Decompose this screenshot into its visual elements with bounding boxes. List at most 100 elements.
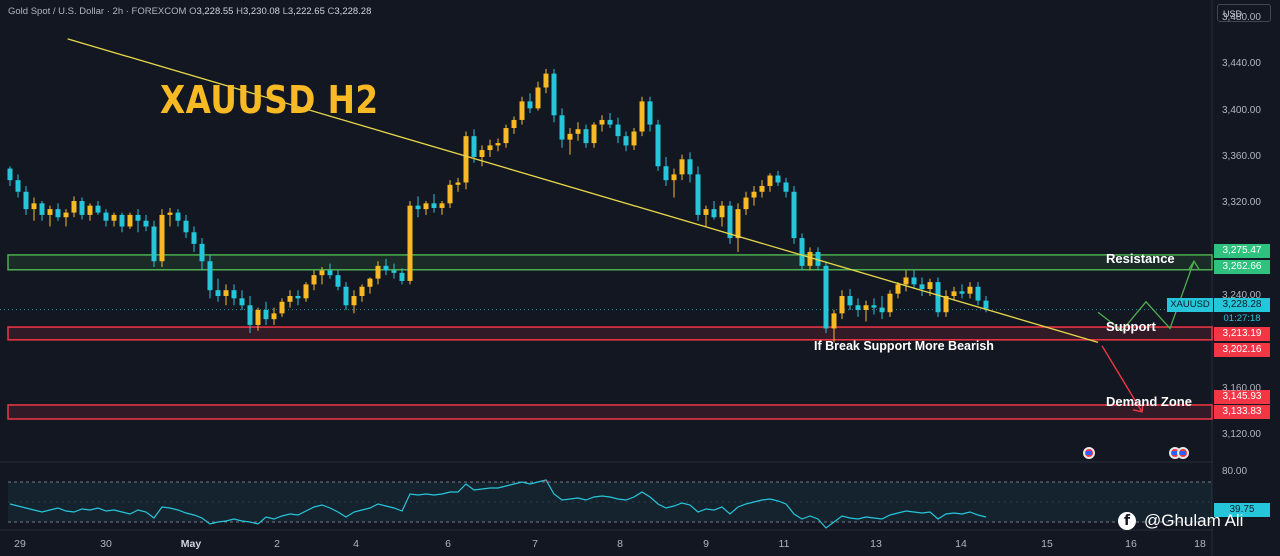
resistance-label: Resistance	[1106, 251, 1175, 266]
candle-body	[871, 305, 877, 308]
candle-body	[695, 174, 701, 215]
candle-body	[359, 286, 365, 296]
candle-body	[199, 243, 205, 262]
x-tick-label: 4	[353, 538, 359, 550]
candle-body	[7, 168, 13, 181]
candle-body	[823, 265, 829, 329]
candle-body	[783, 182, 789, 192]
support-label: Support	[1106, 319, 1156, 334]
candle-body	[951, 291, 957, 296]
candle-body	[423, 203, 429, 210]
rsi-line	[9, 479, 987, 529]
chart-header: Gold Spot / U.S. Dollar · 2h · FOREXCOM …	[8, 6, 371, 17]
x-tick-label: 30	[100, 538, 112, 550]
candle-body	[223, 290, 229, 296]
candle-body	[943, 296, 949, 313]
bearish-arrowhead	[1132, 402, 1144, 413]
support-bottom-tag: 3,202.16	[1214, 343, 1270, 357]
resistance-top-tag: 3,275.47	[1214, 244, 1270, 258]
demand-top-tag: 3,145.93	[1214, 390, 1270, 404]
candle-body	[207, 261, 213, 291]
last-price-tag: 3,228.28	[1214, 298, 1270, 312]
candle-body	[479, 150, 485, 157]
candle-body	[743, 197, 749, 210]
y-tick-label: 3,320.00	[1222, 197, 1261, 209]
candle-body	[887, 293, 893, 313]
candle-body	[567, 133, 573, 140]
candle-body	[647, 101, 653, 125]
low-label: L	[282, 6, 288, 17]
candle-body	[191, 232, 197, 244]
candle-body	[735, 209, 741, 239]
y-tick-label: 3,440.00	[1222, 58, 1261, 70]
candle-body	[895, 284, 901, 294]
candle-body	[247, 305, 253, 325]
candle-body	[111, 214, 117, 221]
symbol-line: Gold Spot / U.S. Dollar · 2h · FOREXCOM	[8, 6, 187, 17]
candle-body	[559, 115, 565, 140]
candle-body	[799, 238, 805, 266]
candle-body	[215, 290, 221, 296]
candle-body	[583, 129, 589, 144]
candle-body	[135, 214, 141, 221]
resistance-zone	[7, 254, 1213, 271]
support-top-tag: 3,213.19	[1214, 327, 1270, 341]
candle-body	[231, 290, 237, 299]
candle-body	[935, 282, 941, 313]
y-tick-label: 3,480.00	[1222, 12, 1261, 23]
candle-body	[751, 191, 757, 198]
candles	[7, 68, 989, 343]
candle-body	[87, 205, 93, 215]
watermark-text: @Ghulam Ali	[1144, 511, 1244, 530]
support-zone	[7, 326, 1213, 341]
candle-body	[527, 101, 533, 109]
y-tick-label: 3,400.00	[1222, 104, 1261, 116]
x-tick-label: 29	[14, 538, 26, 550]
demand-zone-label: Demand Zone	[1106, 394, 1192, 409]
candle-body	[431, 203, 437, 208]
symbol-tag: XAUUSD	[1167, 298, 1213, 312]
open-value: 3,228.55	[196, 6, 234, 17]
candle-body	[927, 282, 933, 290]
y-tick-label: 3,360.00	[1222, 151, 1261, 162]
candle-body	[415, 205, 421, 210]
us-flag-event-icon[interactable]	[1177, 447, 1189, 459]
x-tick-label: 18	[1194, 538, 1206, 550]
candle-body	[663, 166, 669, 181]
candle-body	[911, 277, 917, 285]
candle-body	[879, 307, 885, 313]
candle-body	[343, 286, 349, 306]
candle-body	[919, 284, 925, 290]
x-tick-label: 7	[532, 538, 538, 550]
candle-body	[287, 296, 293, 302]
candle-body	[543, 73, 549, 88]
candle-body	[631, 131, 637, 146]
x-tick-label: 9	[703, 538, 709, 550]
candle-body	[295, 296, 301, 299]
candle-body	[39, 203, 45, 215]
candle-body	[839, 296, 845, 314]
candle-body	[623, 136, 629, 146]
candle-body	[239, 298, 245, 306]
candle-body	[791, 191, 797, 239]
candle-body	[767, 175, 773, 186]
candle-body	[15, 180, 21, 192]
break-support-note: If Break Support More Bearish	[814, 339, 994, 353]
demand-bottom-tag: 3,133.83	[1214, 405, 1270, 419]
x-tick-label: 16	[1125, 538, 1137, 550]
low-value: 3,222.65	[287, 6, 325, 17]
candle-body	[711, 209, 717, 218]
candle-body	[615, 124, 621, 137]
trend-line	[67, 38, 1099, 343]
currency-button[interactable]: USD	[1217, 4, 1271, 22]
us-flag-event-icon[interactable]	[1083, 447, 1095, 459]
candle-body	[23, 191, 29, 210]
y-tick-label: 3,120.00	[1222, 429, 1261, 440]
candle-body	[119, 214, 125, 227]
demand-zone	[7, 404, 1213, 420]
candle-body	[63, 212, 69, 218]
rsi-y-tick-label: 80.00	[1222, 466, 1248, 477]
candle-body	[727, 205, 733, 239]
